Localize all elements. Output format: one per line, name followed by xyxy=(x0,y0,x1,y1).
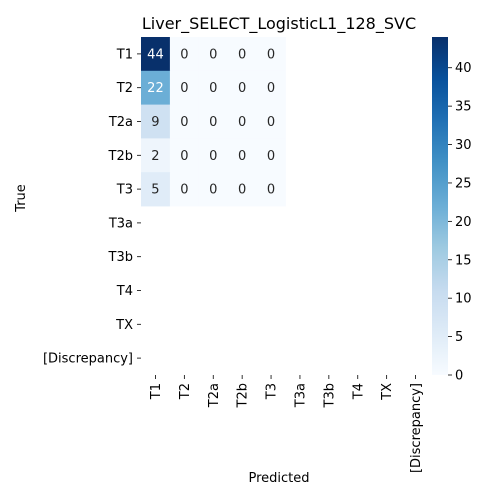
heatmap-cell xyxy=(169,138,200,173)
colorbar-tick-label: 20 xyxy=(455,215,472,230)
cell-value-label: 44 xyxy=(147,47,164,62)
x-axis: T1 T2 T2a T2b T3 T3a T3b T4 TX [Discrepancy] xyxy=(149,375,424,473)
heatmap-cell xyxy=(198,37,229,72)
cell-value-label: 0 xyxy=(267,183,275,198)
heatmap-cell xyxy=(198,172,229,207)
y-tick-label: T2a xyxy=(108,115,133,130)
cell-value-label: 0 xyxy=(180,183,188,198)
cell-value-label: 0 xyxy=(238,115,246,130)
y-tick-label: T1 xyxy=(116,47,133,62)
heatmap-cell xyxy=(141,138,171,173)
cell-value-label: 0 xyxy=(267,47,275,62)
colorbar-tick-label: 15 xyxy=(455,253,472,268)
heatmap-cell xyxy=(141,172,171,207)
heatmap-cell xyxy=(198,138,229,173)
y-tick-label: T3a xyxy=(108,216,133,231)
colorbar-tick-label: 10 xyxy=(455,292,472,307)
colorbar-tick-label: 40 xyxy=(455,61,472,76)
x-tick-label: [Discrepancy] xyxy=(409,383,424,473)
cell-value-label: 0 xyxy=(238,183,246,198)
y-tick-label: T4 xyxy=(116,284,133,299)
heatmap-cell xyxy=(256,172,286,207)
heatmap-cells xyxy=(141,37,286,207)
cell-value-label: 0 xyxy=(209,81,217,96)
heatmap-cell xyxy=(256,37,286,72)
cell-value-label: 22 xyxy=(147,81,164,96)
cell-value-label: 0 xyxy=(238,47,246,62)
cell-value-label: 0 xyxy=(267,81,275,96)
cell-value-label: 0 xyxy=(267,149,275,164)
cell-value-label: 0 xyxy=(209,115,217,130)
x-tick-label: T4 xyxy=(351,383,366,400)
cell-value-label: 0 xyxy=(267,115,275,130)
heatmap-cell xyxy=(169,70,200,105)
cell-value-label: 5 xyxy=(151,183,159,198)
y-tick-label: T2 xyxy=(116,81,133,96)
heatmap-cell xyxy=(227,172,257,207)
cell-value-label: 0 xyxy=(209,183,217,198)
colorbar-tick-label: 5 xyxy=(455,330,463,345)
x-tick-label: TX xyxy=(380,383,395,401)
colorbar-tick-label: 0 xyxy=(455,369,463,384)
heatmap-cell xyxy=(227,70,257,105)
heatmap-cell xyxy=(169,172,200,207)
cell-value-label: 0 xyxy=(180,149,188,164)
cell-value-label: 0 xyxy=(180,81,188,96)
colorbar: 0 5 10 15 20 25 30 35 40 xyxy=(432,37,472,384)
heatmap-cell xyxy=(227,104,257,139)
x-tick-label: T2b xyxy=(236,383,251,408)
colorbar-tick-label: 30 xyxy=(455,138,472,153)
cell-value-label: 9 xyxy=(151,115,159,130)
cell-value-label: 0 xyxy=(180,115,188,130)
x-tick-label: T2 xyxy=(178,383,193,400)
y-tick-label: T3 xyxy=(116,183,133,198)
heatmap-cell xyxy=(169,37,200,72)
y-tick-label: [Discrepancy] xyxy=(43,352,133,367)
heatmap-cell xyxy=(141,70,171,105)
heatmap-cell xyxy=(256,70,286,105)
y-tick-label: TX xyxy=(115,318,133,333)
y-axis-label: True xyxy=(14,184,29,213)
cell-value-label: 0 xyxy=(209,149,217,164)
heatmap-cell xyxy=(141,37,171,72)
heatmap-cell xyxy=(141,104,171,139)
heatmap-cell xyxy=(256,104,286,139)
heatmap-cell xyxy=(198,104,229,139)
x-tick-label: T3 xyxy=(265,383,280,400)
x-tick-label: T3b xyxy=(322,383,337,408)
cell-value-label: 0 xyxy=(238,81,246,96)
heatmap-cell xyxy=(227,37,257,72)
cell-value-label: 0 xyxy=(209,47,217,62)
heatmap-cell xyxy=(198,70,229,105)
colorbar-tick-label: 35 xyxy=(455,100,472,115)
colorbar-gradient xyxy=(432,37,448,375)
colorbar-tick-label: 25 xyxy=(455,176,472,191)
heatmap-cell xyxy=(169,104,200,139)
x-tick-label: T1 xyxy=(149,383,164,400)
y-tick-label: T2b xyxy=(108,149,133,164)
y-tick-label: T3b xyxy=(108,250,133,265)
heatmap-cell xyxy=(227,138,257,173)
y-axis: T1 T2 T2a T2b T3 T3a T3b T4 TX [Discrepancy] xyxy=(43,47,141,367)
heatmap-cell xyxy=(256,138,286,173)
x-tick-label: T3a xyxy=(293,383,308,408)
cell-value-label: 2 xyxy=(151,149,159,164)
cell-value-label: 0 xyxy=(180,47,188,62)
x-axis-label: Predicted xyxy=(248,471,309,486)
cell-value-label: 0 xyxy=(238,149,246,164)
x-tick-label: T2a xyxy=(207,383,222,408)
chart-title: Liver_SELECT_LogisticL1_128_SVC xyxy=(142,14,416,34)
heatmap-cell-labels: 44 0 0 0 0 22 0 0 0 0 9 0 0 0 0 2 0 0 0 0 5 0 0 0 0 xyxy=(147,47,275,197)
